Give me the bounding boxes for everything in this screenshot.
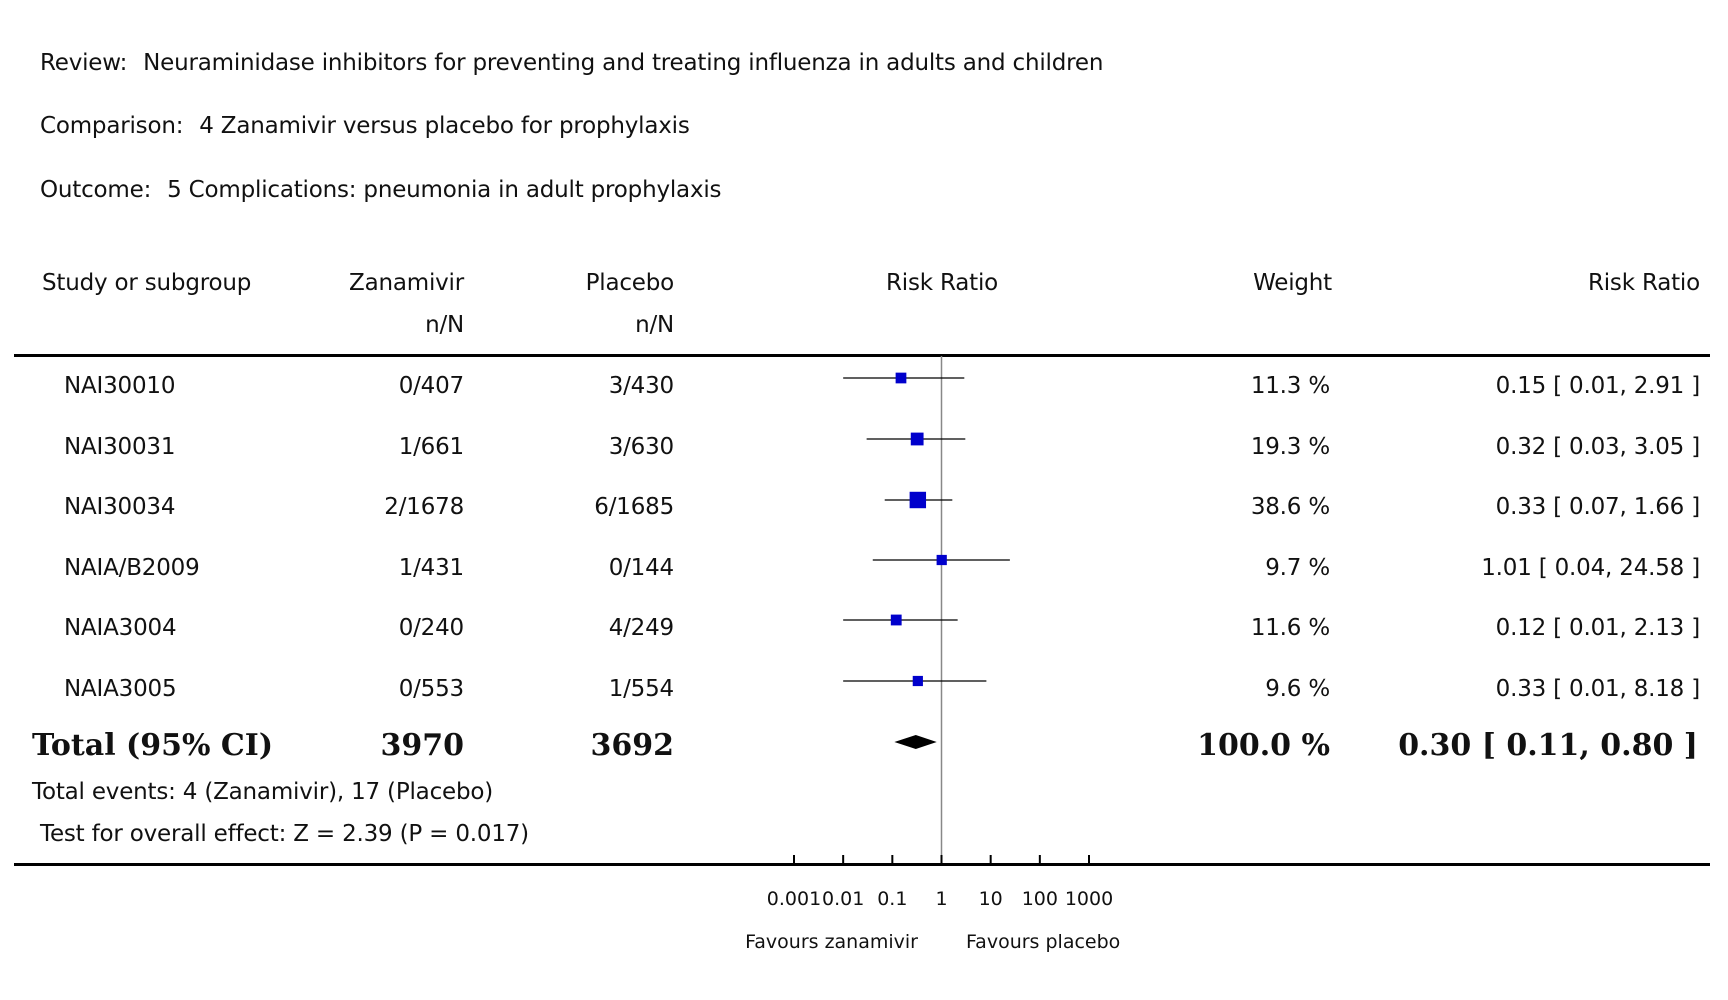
study-control: 0/144 xyxy=(608,555,674,581)
col-control-subheader: n/N xyxy=(635,312,674,338)
outcome-value: 5 Complications: pneumonia in adult prop… xyxy=(167,177,722,203)
study-weight: 9.6 % xyxy=(1265,676,1330,702)
study-treat: 0/407 xyxy=(398,373,464,399)
study-weight: 11.3 % xyxy=(1250,373,1330,399)
pooled-diamond xyxy=(894,735,937,749)
tick-label: 0.01 xyxy=(822,888,865,910)
study-name: NAI30010 xyxy=(64,373,176,399)
study-control: 6/1685 xyxy=(594,494,674,520)
total-treat: 3970 xyxy=(380,728,465,763)
study-name: NAI30034 xyxy=(64,494,176,520)
col-weight-header: Weight xyxy=(1253,270,1332,296)
study-weight: 11.6 % xyxy=(1250,615,1330,641)
favours-left-label: Favours zanamivir xyxy=(745,931,918,953)
review-line: Review: Neuraminidase inhibitors for prev… xyxy=(40,50,1103,76)
col-study-header: Study or subgroup xyxy=(42,270,252,296)
study-name: NAIA3004 xyxy=(64,615,177,641)
tick-label: 10 xyxy=(978,888,1003,910)
study-treat: 2/1678 xyxy=(384,494,464,520)
study-weight: 9.7 % xyxy=(1265,555,1330,581)
study-rr: 0.33 [ 0.07, 1.66 ] xyxy=(1495,494,1701,520)
effect-square xyxy=(895,372,907,384)
comparison-line: Comparison: 4 Zanamivir versus placebo fo… xyxy=(40,113,690,139)
study-control: 3/630 xyxy=(608,434,674,460)
total-control: 3692 xyxy=(590,728,675,763)
effect-square xyxy=(909,491,927,509)
total-weight: 100.0 % xyxy=(1197,728,1330,763)
study-treat: 0/553 xyxy=(398,676,464,702)
comparison-value: 4 Zanamivir versus placebo for prophylax… xyxy=(199,113,690,139)
total-label: Total (95% CI) xyxy=(32,728,274,763)
total-rr: 0.30 [ 0.11, 0.80 ] xyxy=(1398,728,1698,763)
study-control: 3/430 xyxy=(608,373,674,399)
effect-square xyxy=(936,554,947,566)
study-treat: 1/661 xyxy=(398,434,464,460)
study-control: 4/249 xyxy=(608,615,674,641)
tick-label: 100 xyxy=(1021,888,1058,910)
study-rr: 0.12 [ 0.01, 2.13 ] xyxy=(1495,615,1701,641)
tick-label: 1000 xyxy=(1064,888,1114,910)
tick-label: 0.001 xyxy=(766,888,822,910)
favours-right-label: Favours placebo xyxy=(966,931,1121,953)
study-weight: 38.6 % xyxy=(1250,494,1330,520)
study-treat: 1/431 xyxy=(398,555,464,581)
col-treat-header: Zanamivir xyxy=(349,270,464,296)
col-rr-header: Risk Ratio xyxy=(1587,270,1700,296)
study-control: 1/554 xyxy=(608,676,674,702)
review-label: Review: xyxy=(40,50,128,76)
overall-effect-test: Test for overall effect: Z = 2.39 (P = 0… xyxy=(40,821,529,847)
study-name: NAIA/B2009 xyxy=(64,555,200,581)
tick-label: 0.1 xyxy=(877,888,908,910)
review-value: Neuraminidase inhibitors for preventing … xyxy=(143,50,1104,76)
study-treat: 0/240 xyxy=(398,615,464,641)
col-treat-subheader: n/N xyxy=(425,312,464,338)
col-control-header: Placebo xyxy=(585,270,675,296)
effect-square xyxy=(912,675,923,687)
comparison-label: Comparison: xyxy=(40,113,184,139)
study-rr: 0.15 [ 0.01, 2.91 ] xyxy=(1495,373,1701,399)
study-weight: 19.3 % xyxy=(1250,434,1330,460)
study-rr: 0.33 [ 0.01, 8.18 ] xyxy=(1495,676,1701,702)
header-rule xyxy=(14,354,1710,357)
study-rr: 0.32 [ 0.03, 3.05 ] xyxy=(1495,434,1701,460)
study-name: NAI30031 xyxy=(64,434,176,460)
outcome-label: Outcome: xyxy=(40,177,152,203)
total-events: Total events: 4 (Zanamivir), 17 (Placebo… xyxy=(32,779,494,805)
outcome-line: Outcome: 5 Complications: pneumonia in ad… xyxy=(40,177,722,203)
effect-square xyxy=(910,432,924,446)
effect-square xyxy=(890,614,902,626)
tick-label: 1 xyxy=(935,888,948,910)
study-rr: 1.01 [ 0.04, 24.58 ] xyxy=(1481,555,1700,581)
study-name: NAIA3005 xyxy=(64,676,177,702)
col-plot-header: Risk Ratio xyxy=(885,270,999,296)
bottom-rule xyxy=(14,863,1710,866)
